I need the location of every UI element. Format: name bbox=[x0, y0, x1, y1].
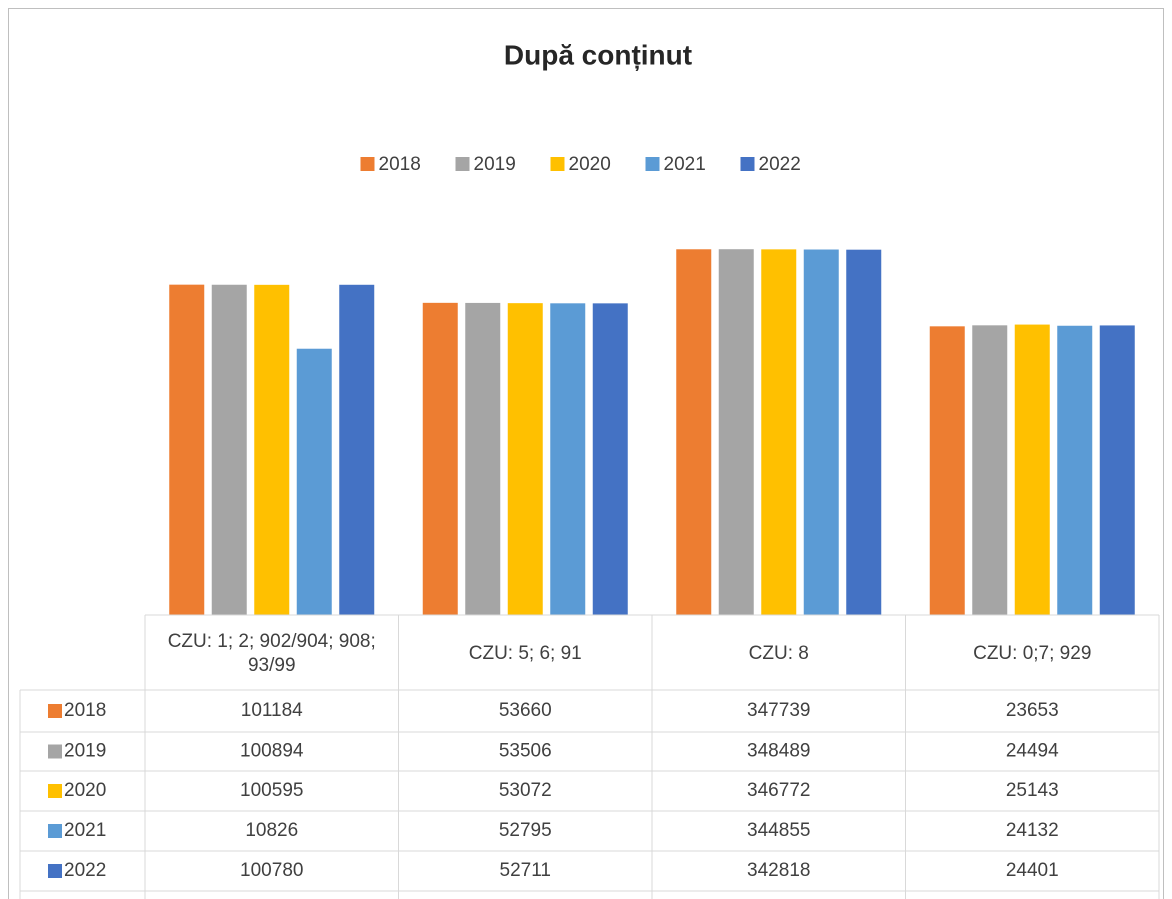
legend-swatch bbox=[360, 157, 375, 171]
legend-swatch bbox=[455, 157, 470, 171]
category-cell: CZU: 0;7; 929 bbox=[973, 642, 1092, 664]
bar bbox=[169, 284, 205, 615]
table-value: 52711 bbox=[500, 860, 551, 881]
category-label: CZU: 0;7; 929 bbox=[973, 642, 1092, 664]
row-label: 2018 bbox=[64, 700, 106, 721]
category-label: CZU: 5; 6; 91 bbox=[468, 642, 582, 664]
table-value: 24401 bbox=[1006, 860, 1059, 881]
table-value: 10826 bbox=[245, 820, 298, 841]
bar bbox=[761, 249, 797, 615]
category-label: CZU: 1; 2; 902/904; 908; 93/99 bbox=[167, 630, 376, 676]
table-value: 23653 bbox=[1006, 700, 1059, 721]
table-value: 53660 bbox=[499, 700, 552, 721]
bar bbox=[211, 284, 247, 615]
table-value: 25143 bbox=[1006, 780, 1059, 801]
legend-label: 2021 bbox=[664, 154, 706, 175]
table-value: 342818 bbox=[747, 860, 810, 881]
table-value: 100595 bbox=[240, 780, 303, 801]
row-label: 2020 bbox=[64, 780, 106, 801]
bar bbox=[422, 302, 458, 615]
bar bbox=[1099, 325, 1135, 615]
row-label: 2022 bbox=[64, 860, 106, 881]
legend-swatch bbox=[48, 744, 62, 759]
category-cell: CZU: 8 bbox=[748, 642, 809, 664]
table-value: 53072 bbox=[499, 780, 552, 801]
legend-swatch bbox=[550, 157, 565, 171]
bar bbox=[592, 303, 628, 615]
bar bbox=[507, 303, 543, 615]
table-value: 100780 bbox=[240, 860, 303, 881]
legend-swatch bbox=[48, 864, 62, 878]
bar bbox=[676, 249, 712, 615]
legend-swatch bbox=[740, 157, 755, 171]
bar bbox=[1014, 324, 1050, 615]
bar bbox=[803, 249, 839, 615]
legend-label: 2020 bbox=[569, 154, 611, 175]
bar bbox=[296, 348, 332, 615]
bar bbox=[929, 326, 965, 615]
legend-swatch bbox=[645, 157, 660, 171]
bar bbox=[254, 284, 290, 615]
table-value: 24132 bbox=[1006, 820, 1059, 841]
table-value: 346772 bbox=[747, 780, 810, 801]
table-value: 348489 bbox=[747, 741, 810, 762]
bar bbox=[718, 249, 754, 615]
category-cell: CZU: 5; 6; 91 bbox=[468, 642, 582, 664]
category-cell: CZU: 1; 2; 902/904; 908; 93/99 bbox=[167, 630, 376, 676]
table-value: 100894 bbox=[240, 741, 304, 762]
legend-swatch bbox=[48, 784, 62, 798]
row-label: 2021 bbox=[64, 820, 106, 841]
bar bbox=[339, 284, 375, 615]
bar bbox=[846, 249, 882, 616]
bar bbox=[1057, 325, 1093, 615]
table-value: 24494 bbox=[1006, 741, 1059, 762]
legend-swatch bbox=[48, 704, 62, 718]
bar bbox=[972, 325, 1008, 615]
legend-label: 2022 bbox=[759, 154, 801, 175]
table-value: 53506 bbox=[499, 741, 552, 762]
legend-swatch bbox=[48, 824, 62, 838]
bar bbox=[550, 303, 586, 615]
legend-label: 2018 bbox=[379, 154, 421, 175]
table-value: 344855 bbox=[747, 820, 810, 841]
category-label: CZU: 8 bbox=[748, 642, 809, 664]
table-value: 347739 bbox=[747, 700, 810, 721]
table-value: 52795 bbox=[499, 820, 552, 841]
bar bbox=[465, 302, 501, 615]
chart-title: După conținut bbox=[504, 39, 692, 70]
row-label: 2019 bbox=[64, 741, 106, 762]
table-value: 101184 bbox=[241, 700, 303, 721]
legend-label: 2019 bbox=[474, 154, 516, 175]
